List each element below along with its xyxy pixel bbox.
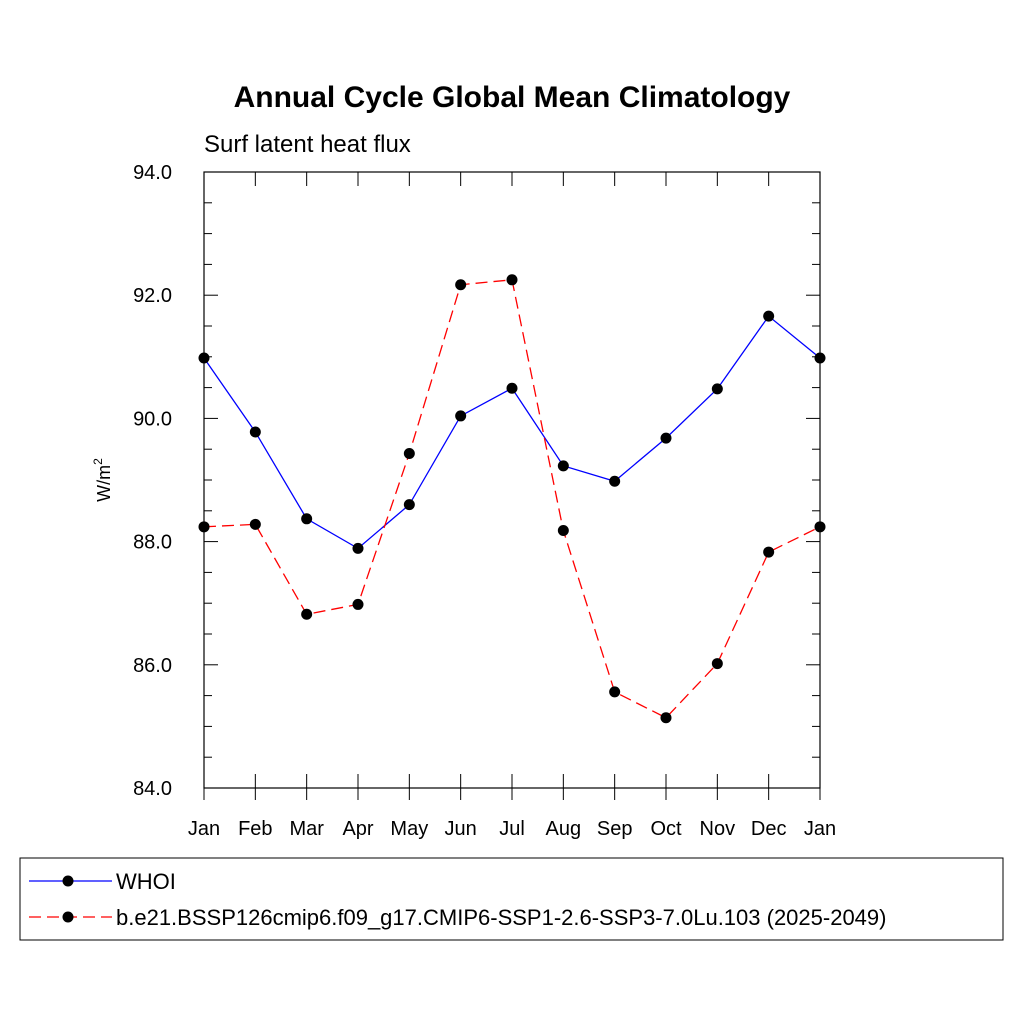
legend-box xyxy=(19,857,1004,941)
y-axis-label: W/m2 xyxy=(91,458,114,502)
data-point xyxy=(557,525,569,537)
y-tick-label: 84.0 xyxy=(133,778,172,800)
x-tick-label: Mar xyxy=(289,818,324,840)
legend-item: b.e21.BSSP126cmip6.f09_g17.CMIP6-SSP1-2.… xyxy=(29,905,886,930)
legend-swatch-marker xyxy=(62,911,74,923)
data-point xyxy=(506,274,518,286)
series-2 xyxy=(198,274,826,724)
y-tick-label: 88.0 xyxy=(133,532,172,554)
x-tick-label: Jun xyxy=(445,818,477,840)
x-tick-label: May xyxy=(390,818,428,840)
legend-label: WHOI xyxy=(116,869,176,894)
y-axis-label-text: W/m xyxy=(94,465,114,502)
series-line xyxy=(203,279,821,719)
data-point xyxy=(403,499,415,511)
x-tick-label: Aug xyxy=(546,818,582,840)
data-point xyxy=(403,448,415,460)
data-point xyxy=(711,658,723,670)
x-tick-label: Oct xyxy=(650,818,682,840)
data-point xyxy=(711,383,723,395)
chart-title: Annual Cycle Global Mean Climatology xyxy=(234,81,791,114)
data-point xyxy=(352,542,364,554)
series-line xyxy=(203,315,821,550)
axis-ticks xyxy=(203,171,821,800)
y-tick-label: 92.0 xyxy=(133,285,172,307)
series-1 xyxy=(198,310,826,554)
chart-subtitle: Surf latent heat flux xyxy=(204,131,411,158)
x-tick-label: Jan xyxy=(188,818,220,840)
y-axis-label-superscript: 2 xyxy=(91,458,105,465)
y-tick-label: 86.0 xyxy=(133,655,172,677)
legend-item: WHOI xyxy=(29,869,176,894)
x-tick-label: Jan xyxy=(804,818,836,840)
data-point xyxy=(352,598,364,610)
data-point xyxy=(455,410,467,422)
x-tick-label: Jul xyxy=(499,818,525,840)
data-point xyxy=(249,426,261,438)
data-point xyxy=(455,279,467,291)
x-tick-labels: Jan Feb Mar Apr May Jun Jul Aug Sep Oct Nov Dec Jan xyxy=(188,818,836,840)
series-layer xyxy=(198,274,826,724)
legend-swatch-marker xyxy=(62,875,74,887)
y-tick-label: 90.0 xyxy=(133,408,172,430)
x-tick-label: Dec xyxy=(751,818,787,840)
data-point xyxy=(557,460,569,472)
y-tick-label: 94.0 xyxy=(133,162,172,184)
legend-label: b.e21.BSSP126cmip6.f09_g17.CMIP6-SSP1-2.… xyxy=(116,905,886,930)
svg-text:W/m2: W/m2 xyxy=(91,458,114,502)
x-tick-label: Apr xyxy=(342,818,373,840)
legend: WHOI b.e21.BSSP126cmip6.f09_g17.CMIP6-SSP… xyxy=(19,857,1004,941)
plot-area-frame xyxy=(203,171,821,789)
data-point xyxy=(763,310,775,322)
data-point xyxy=(609,475,621,487)
data-point xyxy=(763,546,775,558)
x-tick-label: Nov xyxy=(700,818,736,840)
data-point xyxy=(506,382,518,394)
data-point xyxy=(660,432,672,444)
y-tick-labels: 84.0 86.0 88.0 90.0 92.0 94.0 xyxy=(133,162,172,800)
x-tick-label: Feb xyxy=(238,818,272,840)
x-tick-label: Sep xyxy=(597,818,633,840)
data-point xyxy=(301,608,313,620)
data-point xyxy=(609,686,621,698)
data-point xyxy=(249,518,261,530)
data-point xyxy=(660,712,672,724)
data-point xyxy=(301,513,313,525)
